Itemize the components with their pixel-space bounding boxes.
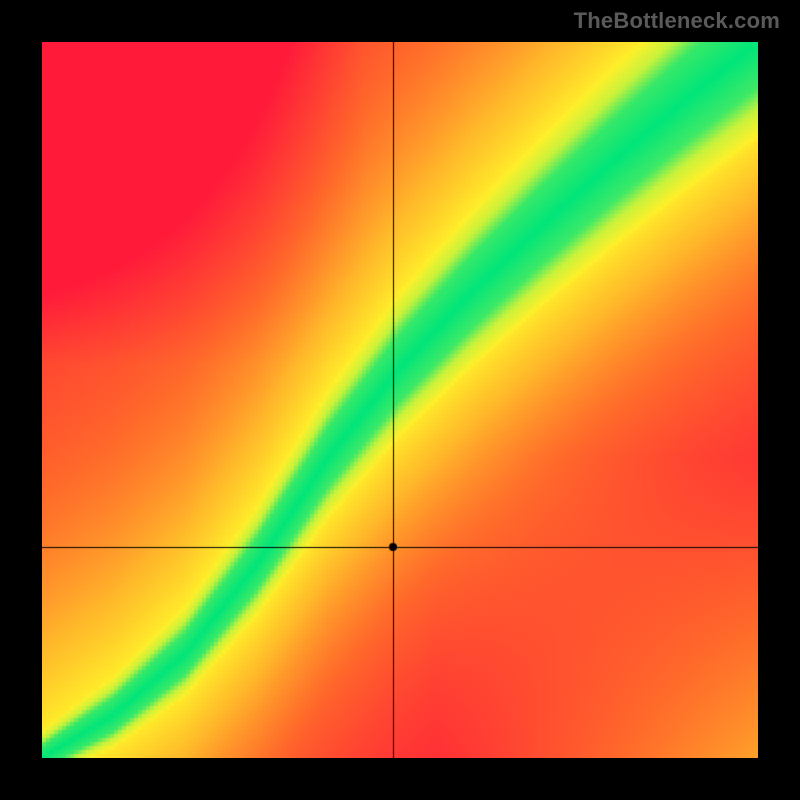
bottleneck-heatmap <box>42 42 758 758</box>
chart-container: TheBottleneck.com <box>0 0 800 800</box>
watermark-text: TheBottleneck.com <box>574 8 780 34</box>
